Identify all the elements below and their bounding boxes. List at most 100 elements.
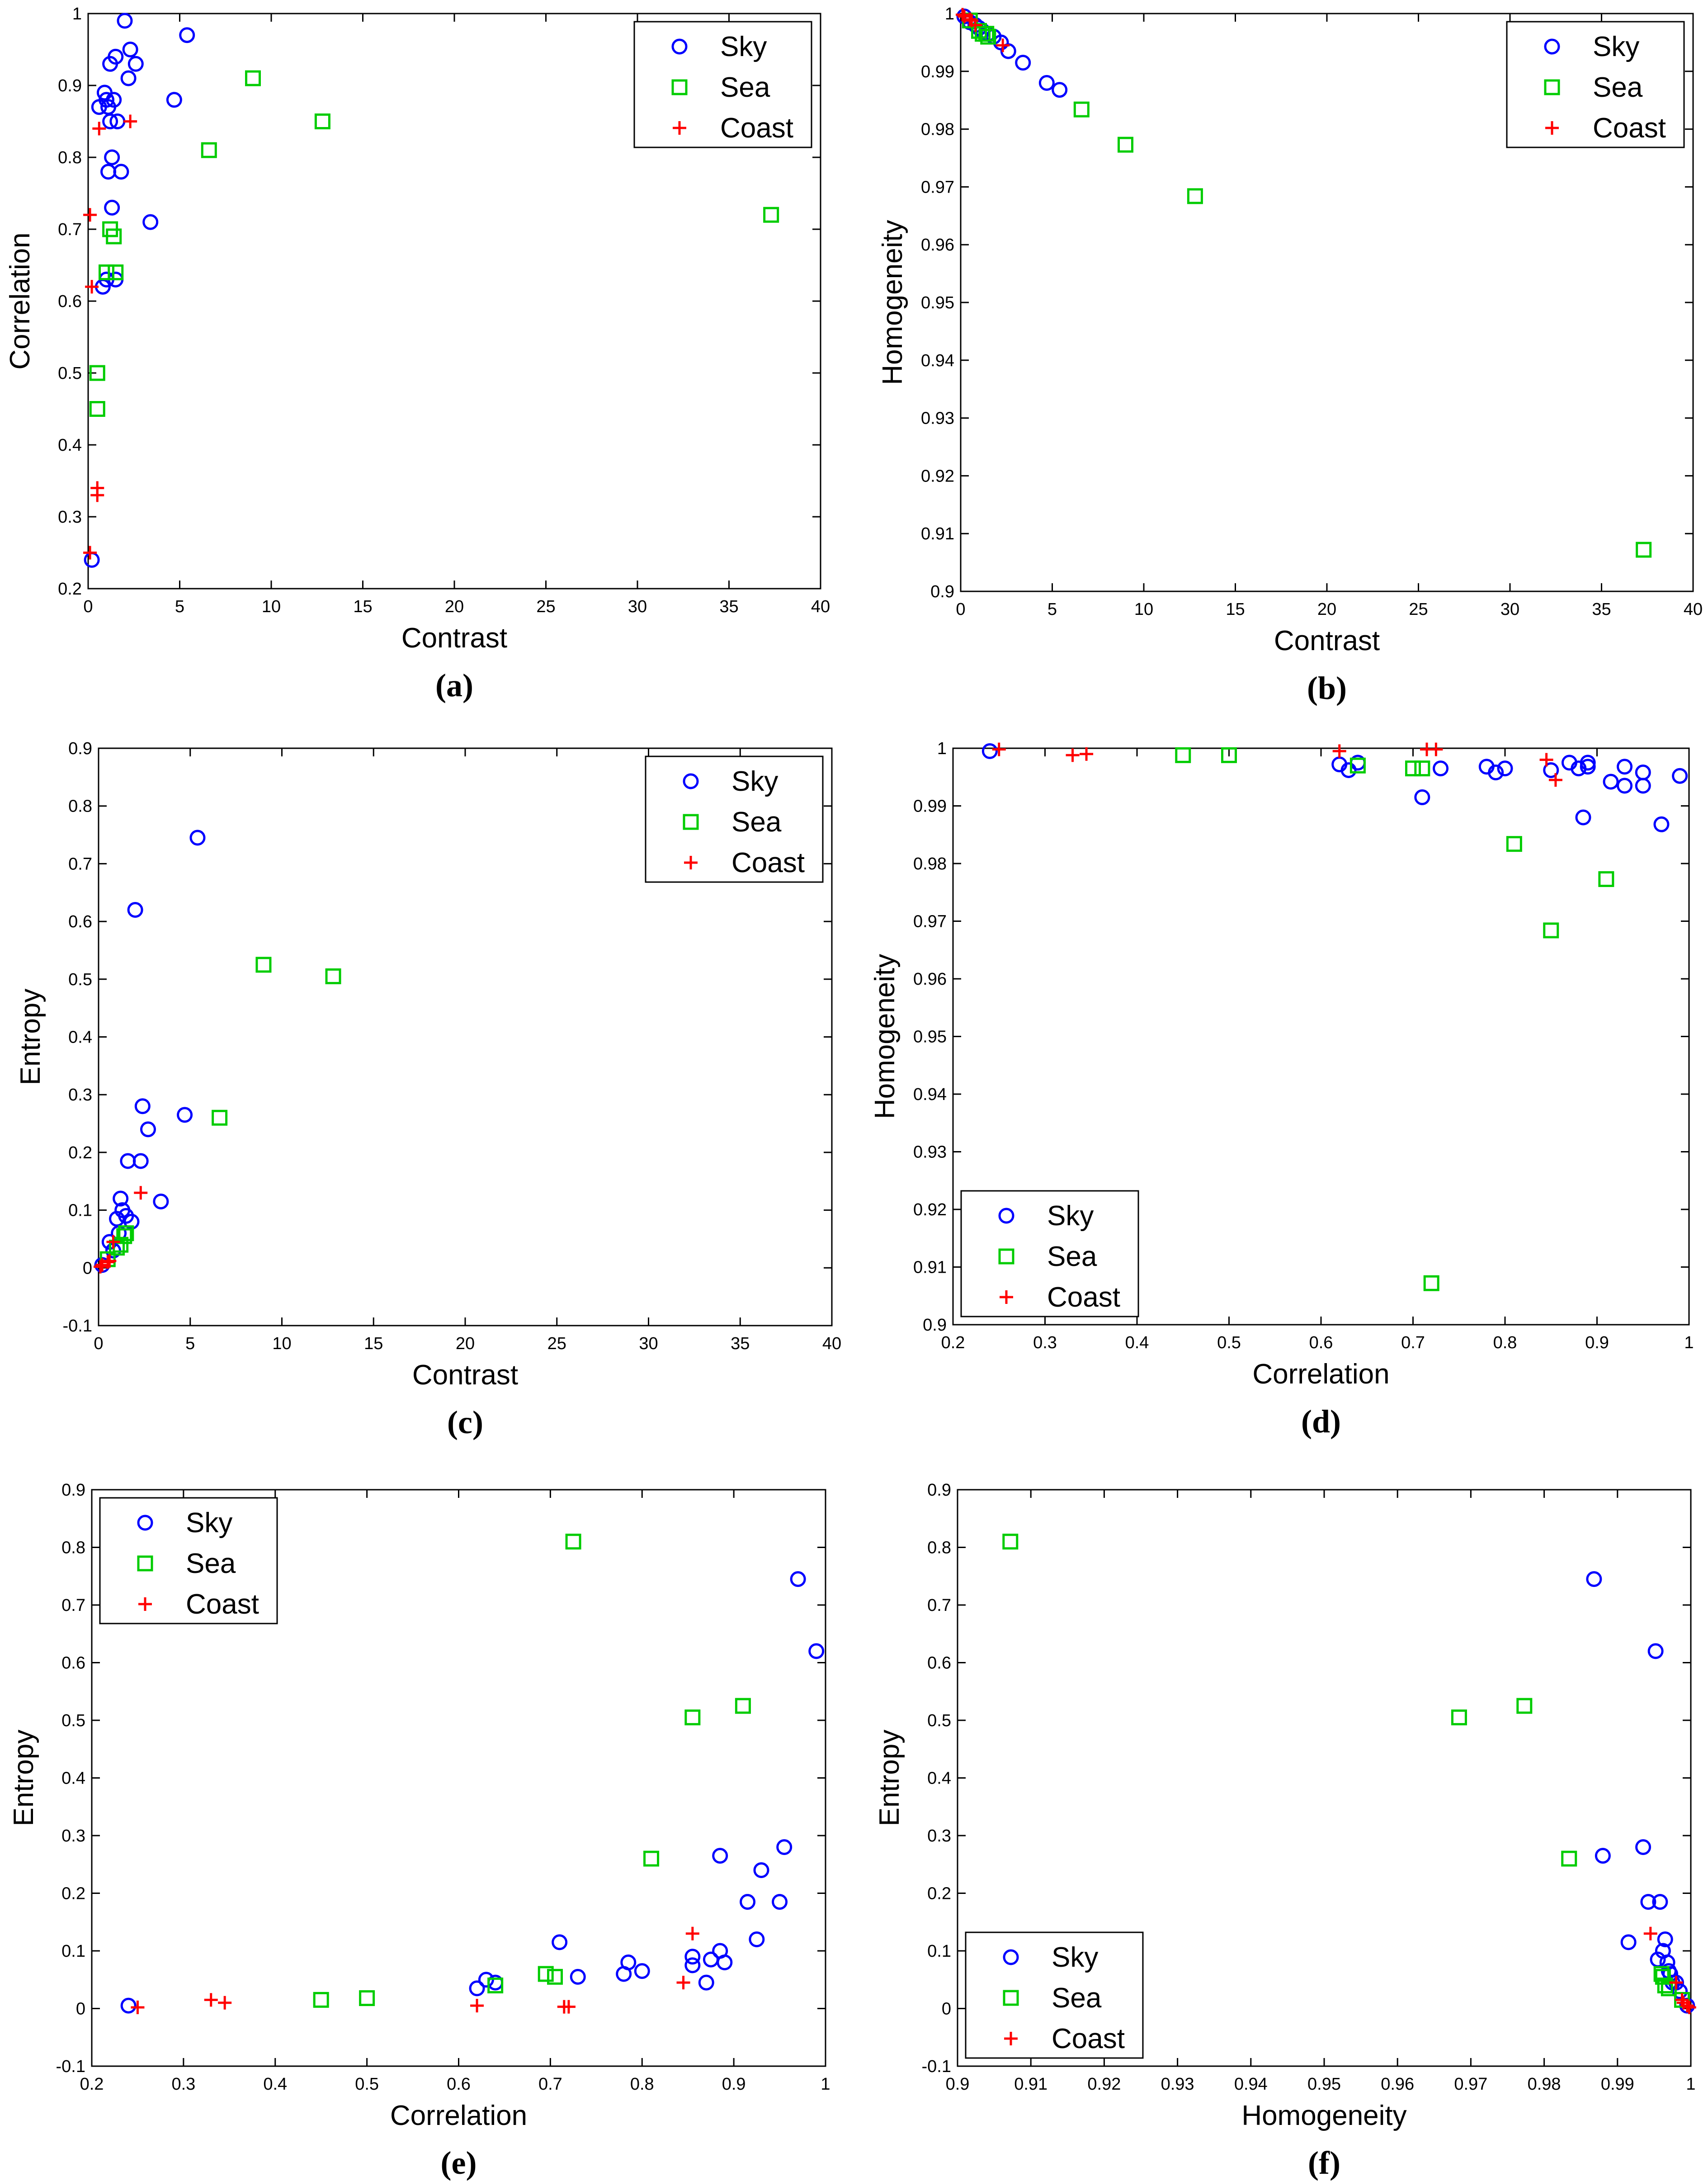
data-point-sky [1038,75,1055,91]
legend-label-sky: Sky [186,1507,232,1539]
y-tick-label: 0.8 [58,148,82,167]
data-point-sea [1073,101,1090,118]
data-point-sky [113,164,129,180]
data-point-sky [1414,789,1430,805]
legend: Sky Sea Coast [960,1190,1139,1317]
data-point-sea [1598,871,1614,887]
data-point-sky [570,1969,586,1985]
data-point-coast [106,1235,120,1249]
panel-label: (c) [447,1404,483,1440]
x-tick-label: 0.9 [946,2075,970,2094]
data-point-sky [620,1954,637,1970]
y-tick-label: 0.99 [913,797,947,816]
data-point-sea [1451,1709,1467,1726]
y-tick-label: 0.92 [913,1200,947,1219]
x-tick-label: 0.3 [171,2075,195,2094]
data-point-sea [201,142,217,158]
legend-marker-coast [684,856,698,869]
data-point-sea [255,957,272,973]
data-point-sky [1635,778,1651,794]
data-point-sea [359,1990,375,2006]
x-tick-label: 30 [628,597,647,616]
x-tick-label: 0.91 [1014,2075,1047,2094]
data-point-sky [1647,1643,1664,1659]
data-point-sky [790,1571,806,1587]
data-point-sky [1580,755,1596,771]
data-point-sea [314,113,330,129]
x-tick-label: 40 [811,597,830,616]
x-tick-label: 0.7 [538,2075,562,2094]
x-tick-label: 1 [1686,2075,1695,2094]
data-point-sky [552,1934,568,1950]
x-tick-label: 0.2 [80,2075,104,2094]
data-point-sky [99,92,114,108]
y-tick-label: 0 [83,1259,92,1278]
data-point-sky [132,1153,149,1169]
x-tick-label: 35 [731,1334,750,1353]
data-point-coast [685,1926,699,1940]
x-tick-label: 25 [536,597,555,616]
x-tick-label: 0.98 [1528,2075,1561,2094]
legend-label-sea: Sea [731,807,782,838]
x-tick-label: 0.4 [263,2075,287,2094]
data-point-sky [698,1974,714,1991]
data-point-sea [980,28,996,45]
panel-label: (f) [1308,2145,1340,2181]
data-point-sky [102,113,118,129]
data-point-sky [189,830,206,846]
x-tick-label: 35 [719,597,738,616]
x-tick-label: 15 [1226,600,1245,619]
x-tick-label: 0.2 [941,1333,965,1352]
data-point-sky [749,1931,765,1947]
y-tick-label: 1 [72,5,82,24]
y-tick-label: 0.5 [61,1711,85,1730]
y-tick-label: 0.96 [921,236,954,255]
data-point-sea [1002,1534,1019,1550]
data-point-sky [1652,1894,1668,1910]
legend-label-sea: Sea [1593,72,1643,103]
data-point-sky [140,1121,156,1138]
y-tick-label: 0 [942,2000,951,2019]
x-tick-label: 40 [822,1334,841,1353]
x-tick-label: 35 [1592,600,1611,619]
data-point-sky [122,42,138,57]
x-tick-label: 0.4 [1125,1333,1149,1352]
data-point-sky [776,1839,793,1855]
data-point-sea [1175,747,1191,763]
legend: Sky Sea Coast [645,755,824,883]
data-point-sky [772,1894,788,1910]
data-point-sky [1617,759,1633,775]
data-point-sea [325,968,341,984]
data-point-sea [643,1851,660,1867]
data-point-coast [131,2000,145,2014]
y-axis-label: Homogeneity [877,220,908,385]
legend-marker-sky [137,1515,153,1531]
data-point-sea [978,26,995,42]
data-point-sky [120,70,137,86]
data-point-coast [204,1993,218,2007]
data-point-coast [968,18,982,32]
x-tick-label: 1 [1684,1333,1694,1352]
y-tick-label: 0.99 [921,62,954,81]
chart-panel-b: 0 5 10 15 20 25 30 35 40 0.9 0.91 0.92 0.93 0.94 0.95 0… [877,5,1703,706]
data-point-sea [1506,836,1522,852]
x-tick-label: 20 [456,1334,475,1353]
data-point-sky [177,1107,193,1123]
x-tick-label: 5 [1047,600,1057,619]
legend: Sky Sea Coast [1506,21,1685,148]
y-tick-label: 0 [76,2000,85,2019]
legend-marker-sea [683,814,699,830]
y-tick-label: 0.9 [61,1481,85,1500]
chart-panel-a: 0 5 10 15 20 25 30 35 40 0.2 0.3 0.4 0.5 0.6 0.7 0.8 0.9… [5,5,830,703]
data-point-coast [1080,747,1094,761]
legend: Sky Sea Coast [965,1931,1144,2059]
data-point-sea [487,1978,504,1993]
data-point-sea [89,365,105,381]
legend-box [960,1190,1139,1317]
y-tick-label: 0.96 [913,970,947,989]
y-tick-label: 0.7 [61,1596,85,1615]
legend-box [633,21,812,148]
data-point-sea [1221,747,1237,763]
x-tick-label: 20 [1317,600,1336,619]
